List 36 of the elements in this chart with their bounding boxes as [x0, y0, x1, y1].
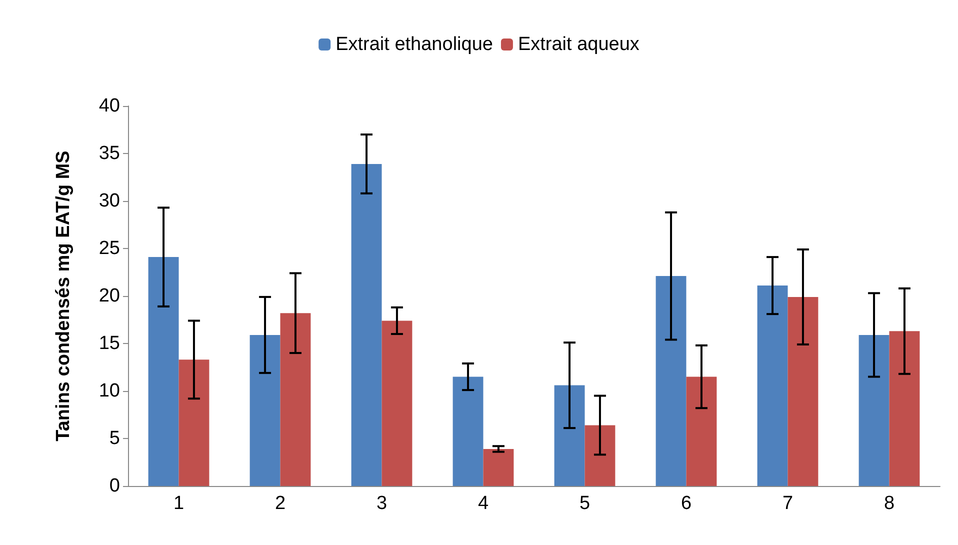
y-axis-title: Tanins condensés mg EAT/g MS: [53, 150, 74, 442]
y-tick-label: 5: [109, 428, 120, 449]
bar: [889, 331, 920, 486]
bar: [686, 376, 717, 486]
bar: [351, 164, 382, 486]
x-tick-label: 2: [274, 493, 286, 514]
bar: [148, 257, 179, 486]
y-tick-label: 20: [98, 286, 120, 306]
legend-label: Extrait ethanolique: [336, 34, 493, 55]
bar: [280, 313, 311, 486]
x-tick-label: 1: [173, 493, 184, 514]
bar: [858, 334, 890, 486]
bar: [757, 286, 788, 486]
bar: [554, 385, 585, 486]
legend-label: Extrait aqueux: [518, 34, 640, 55]
bar: [656, 276, 686, 486]
x-tick-label: 4: [478, 493, 489, 514]
bar: [250, 334, 280, 486]
y-tick-label: 35: [98, 143, 120, 164]
x-tick-label: 6: [680, 493, 692, 514]
bar: [584, 425, 616, 486]
y-tick-label: 30: [98, 190, 120, 212]
y-tick-label: 10: [98, 380, 120, 402]
bar: [178, 360, 210, 486]
y-tick-label: 40: [98, 96, 120, 116]
y-tick-label: 0: [109, 476, 120, 496]
x-tick-label: 5: [579, 493, 590, 514]
x-tick-label: 7: [782, 493, 794, 514]
y-tick-label: 15: [98, 333, 120, 354]
bar: [452, 376, 484, 486]
bar: [788, 296, 818, 486]
y-tick-label: 25: [98, 238, 120, 259]
x-tick-label: 8: [884, 493, 895, 514]
bar: [382, 320, 412, 486]
x-tick-label: 3: [376, 493, 388, 514]
bar: [483, 448, 514, 486]
